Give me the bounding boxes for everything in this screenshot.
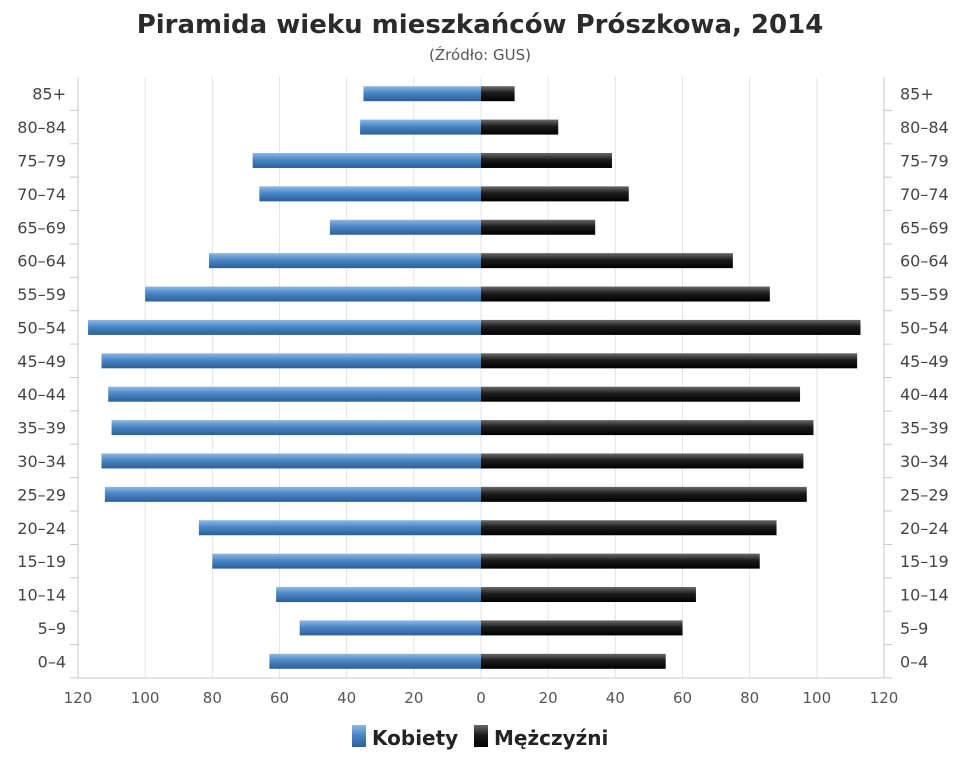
bar-kobiety (276, 587, 481, 603)
legend-swatch-kobiety[interactable] (352, 725, 366, 747)
bar-mezczyzni (481, 86, 515, 102)
bar-kobiety (363, 86, 481, 102)
bar-kobiety (145, 286, 481, 302)
category-label-right: 10–14 (900, 586, 949, 605)
category-label-left: 25–29 (17, 485, 66, 504)
category-label-right: 85+ (900, 85, 934, 104)
bar-mezczyzni (481, 286, 770, 302)
chart-title: Piramida wieku mieszkańców Prószkowa, 20… (137, 10, 824, 40)
category-label-left: 50–54 (17, 318, 66, 337)
bar-mezczyzni (481, 253, 733, 269)
x-tick-label: 80 (740, 689, 759, 707)
bar-mezczyzni (481, 219, 596, 235)
category-label-right: 45–49 (900, 352, 949, 371)
x-tick-label: 20 (404, 689, 423, 707)
legend-label-kobiety[interactable]: Kobiety (372, 726, 458, 750)
x-tick-label: 20 (539, 689, 558, 707)
x-tick-label: 100 (131, 689, 160, 707)
category-label-right: 35–39 (900, 419, 949, 438)
bar-mezczyzni (481, 353, 858, 369)
category-label-right: 5–9 (900, 619, 928, 638)
bar-kobiety (101, 453, 481, 469)
bar-kobiety (299, 620, 481, 636)
bar-kobiety (104, 486, 481, 502)
category-label-left: 80–84 (17, 118, 66, 137)
bar-kobiety (259, 186, 481, 202)
category-label-right: 30–34 (900, 452, 949, 471)
legend-swatch-mezczyzni[interactable] (474, 725, 488, 747)
category-label-left: 10–14 (17, 586, 66, 605)
bar-mezczyzni (481, 553, 760, 569)
category-label-left: 65–69 (17, 218, 66, 237)
category-label-right: 50–54 (900, 318, 949, 337)
category-label-left: 0–4 (38, 652, 66, 671)
category-label-left: 60–64 (17, 252, 66, 271)
bar-mezczyzni (481, 152, 612, 168)
legend-label-mezczyzni[interactable]: Mężczyźni (494, 726, 608, 750)
category-label-right: 80–84 (900, 118, 949, 137)
category-label-left: 70–74 (17, 185, 66, 204)
category-label-right: 25–29 (900, 485, 949, 504)
category-label-left: 15–19 (17, 552, 66, 571)
x-tick-label: 100 (803, 689, 832, 707)
category-label-left: 75–79 (17, 151, 66, 170)
bar-kobiety (252, 152, 481, 168)
bar-kobiety (88, 319, 481, 335)
bar-mezczyzni (481, 587, 696, 603)
axes: 0–4 0–4 5–9 5–9 10–14 10–14 15–19 15–19 20–24 20–… (17, 77, 949, 707)
legend: Kobiety Mężczyźni (352, 725, 608, 750)
category-label-right: 70–74 (900, 185, 949, 204)
x-tick-label: 60 (673, 689, 692, 707)
category-label-left: 55–59 (17, 285, 66, 304)
category-label-left: 45–49 (17, 352, 66, 371)
bar-mezczyzni (481, 119, 559, 135)
category-label-right: 40–44 (900, 385, 949, 404)
category-label-left: 40–44 (17, 385, 66, 404)
bar-mezczyzni (481, 386, 801, 402)
x-tick-label: 120 (870, 689, 899, 707)
bar-kobiety (108, 386, 481, 402)
x-tick-label: 40 (337, 689, 356, 707)
x-tick-label: 0 (476, 689, 486, 707)
bar-kobiety (198, 520, 481, 536)
bar-kobiety (101, 353, 481, 369)
category-label-right: 15–19 (900, 552, 949, 571)
bar-kobiety (360, 119, 481, 135)
x-tick-label: 40 (606, 689, 625, 707)
category-label-right: 65–69 (900, 218, 949, 237)
bar-kobiety (111, 420, 481, 436)
category-label-right: 20–24 (900, 519, 949, 538)
bar-kobiety (208, 253, 481, 269)
x-tick-label: 60 (270, 689, 289, 707)
bar-mezczyzni (481, 319, 861, 335)
category-label-left: 35–39 (17, 419, 66, 438)
bars (88, 86, 861, 669)
category-label-left: 30–34 (17, 452, 66, 471)
category-label-left: 85+ (32, 85, 66, 104)
bar-mezczyzni (481, 520, 777, 536)
category-label-left: 5–9 (38, 619, 66, 638)
bar-kobiety (269, 653, 481, 669)
bar-kobiety (329, 219, 481, 235)
bar-kobiety (212, 553, 482, 569)
x-tick-label: 80 (203, 689, 222, 707)
bar-mezczyzni (481, 420, 814, 436)
chart-subtitle: (Źródło: GUS) (429, 45, 531, 64)
category-label-left: 20–24 (17, 519, 66, 538)
category-label-right: 60–64 (900, 252, 949, 271)
bar-mezczyzni (481, 653, 666, 669)
category-label-right: 75–79 (900, 151, 949, 170)
category-label-right: 0–4 (900, 652, 928, 671)
bar-mezczyzni (481, 486, 807, 502)
bar-mezczyzni (481, 620, 683, 636)
bar-mezczyzni (481, 186, 629, 202)
x-tick-label: 120 (64, 689, 93, 707)
bar-mezczyzni (481, 453, 804, 469)
category-label-right: 55–59 (900, 285, 949, 304)
